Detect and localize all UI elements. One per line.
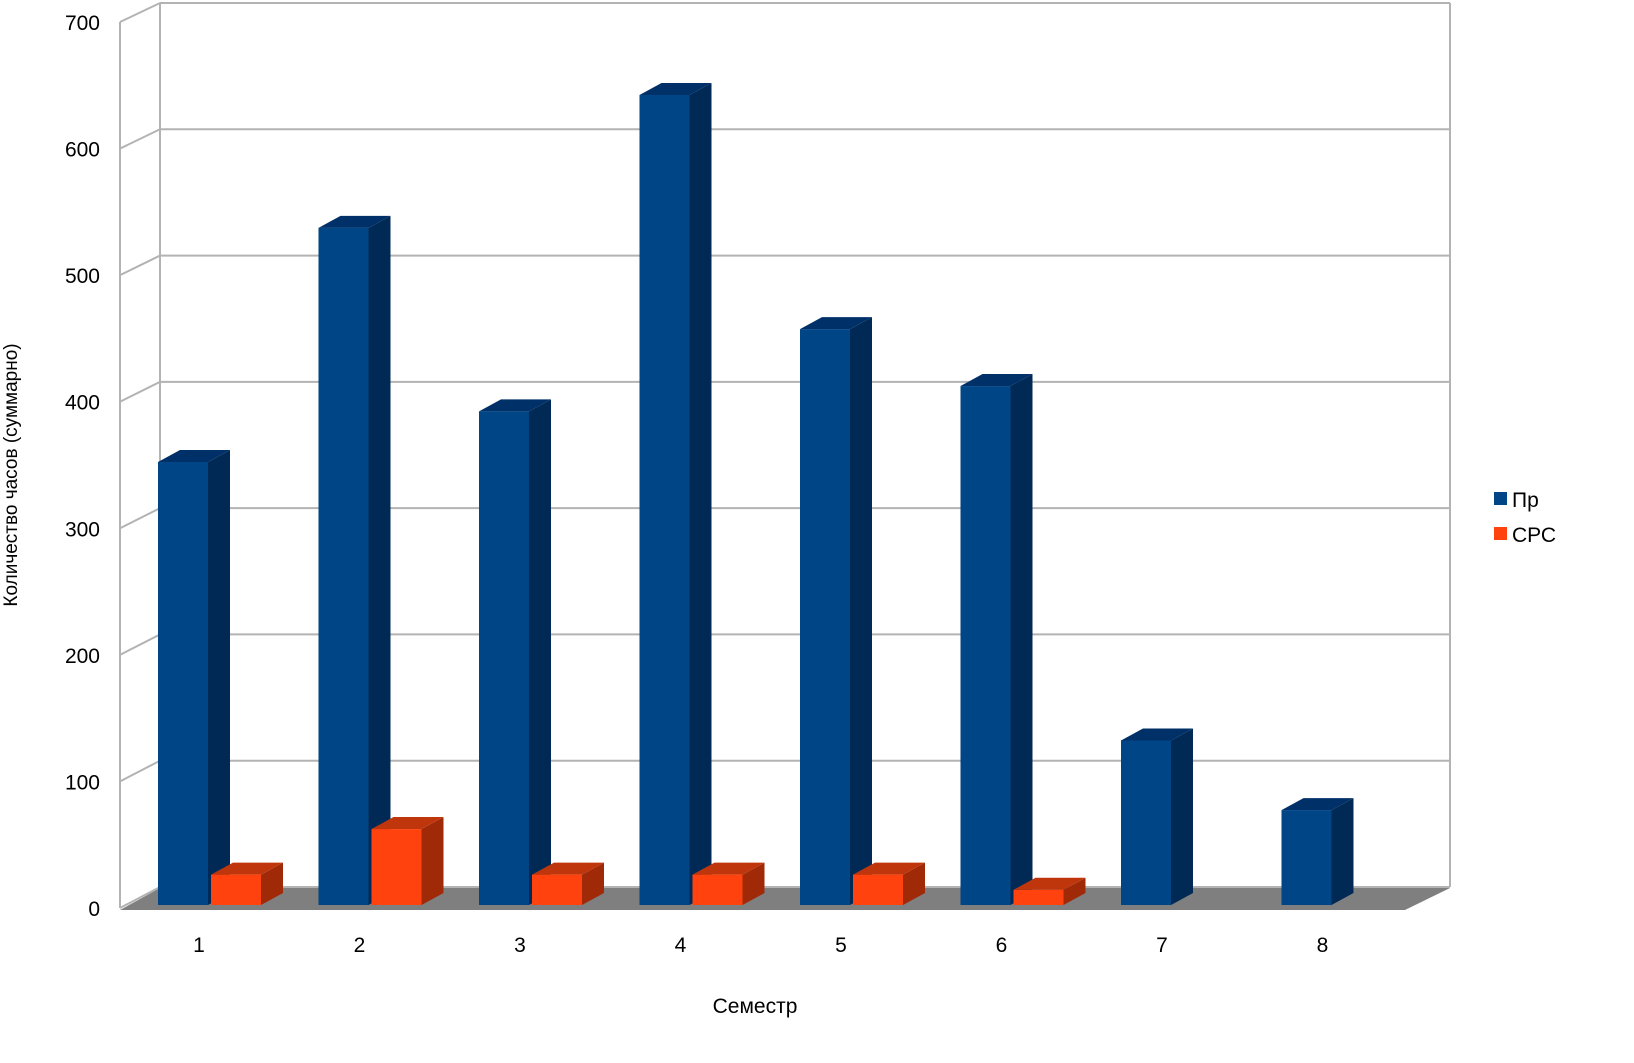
bar-front [158,462,208,905]
bar-front [479,411,529,905]
side-gridline [119,128,161,150]
bar-top [532,862,604,875]
bar-Пр-6 [960,374,1033,905]
bar-side [903,862,925,905]
bar-front [692,874,743,905]
side-gridline [119,507,161,530]
bar-front [532,874,582,905]
bar-СРС-3 [532,862,604,905]
x-tick-label: 6 [996,934,1008,957]
side-gridline [119,254,161,277]
y-tick-label: 700 [65,12,100,35]
y-tick-label: 400 [65,392,100,415]
x-tick-label: 2 [354,934,366,957]
x-tick-label: 7 [1156,934,1168,957]
bar-front [800,329,850,906]
bar-front [960,386,1011,905]
bar-front [1121,740,1171,905]
bar-top [853,862,925,875]
bar-front [371,829,422,905]
bar-Пр-4 [639,82,712,905]
x-tick-label: 8 [1317,934,1329,957]
bar-СРС-4 [692,862,765,905]
bar-front [853,874,903,905]
bar-Пр-8 [1281,798,1354,905]
bar-side [261,862,283,905]
bar-top [639,82,712,95]
bar-top [371,817,444,830]
bar-top [800,317,872,330]
bar-side [368,215,391,906]
bar-top [1281,798,1354,811]
bar-side [208,450,230,905]
bar-front [211,874,261,905]
bar-top [318,215,391,228]
side-gridline [119,633,161,656]
y-tick-label: 0 [88,898,100,921]
bar-top [1013,877,1086,890]
x-tick-labels: 1 2 3 4 5 6 7 8 [193,934,1328,957]
legend: Пр СРС [1494,489,1556,547]
bar-front [639,94,690,905]
y-tick-label: 300 [65,518,100,541]
bar-top [158,450,230,462]
bar-СРС-1 [211,862,283,905]
legend-label-src: СРС [1512,524,1556,547]
bar-front [1013,889,1064,905]
y-tick-label: 500 [65,265,100,288]
side-gridline [119,886,161,909]
x-tick-label: 1 [193,934,205,957]
y-tick-label: 100 [65,771,100,794]
bar-front [318,227,369,906]
bar-side [850,317,872,906]
side-gridline [119,759,161,783]
bar-Пр-1 [158,450,230,905]
bar-side [529,399,551,905]
legend-swatch-src [1494,527,1507,540]
bar-front [1281,810,1332,905]
y-axis-title: Количество часов (суммарно) [1,343,22,606]
bar-side [582,862,604,905]
bar-side [1063,877,1086,905]
x-tick-label: 3 [514,934,526,957]
legend-swatch-pr [1494,492,1507,505]
bar-СРС-6 [1013,877,1086,905]
bar-top [211,862,283,875]
bar-Пр-7 [1121,728,1193,905]
bar-top [479,399,551,412]
y-tick-labels: 0 100 200 300 400 500 600 700 [65,12,100,921]
bar-side [1010,374,1033,905]
bar-top [1121,728,1193,741]
bars [158,82,1354,906]
y-tick-label: 200 [65,645,100,668]
x-axis-title: Семестр [713,995,798,1018]
x-tick-label: 4 [675,934,687,957]
bar-side [421,817,444,905]
bar-СРС-5 [853,862,925,905]
x-tick-label: 5 [835,934,847,957]
bar-СРС-2 [371,817,444,905]
bar-side [689,82,712,905]
side-gridline [119,380,161,403]
bar-Пр-2 [318,215,391,906]
bar-side [1171,728,1193,905]
bar-Пр-5 [800,317,872,906]
bar-top [960,374,1033,387]
bar-side [1331,798,1354,905]
bar-side [742,862,765,905]
side-gridline [119,2,161,23]
y-tick-label: 600 [65,139,100,162]
bar-top [692,862,765,875]
legend-label-pr: Пр [1512,489,1539,512]
floor [120,888,1450,910]
bar-Пр-3 [479,399,551,905]
